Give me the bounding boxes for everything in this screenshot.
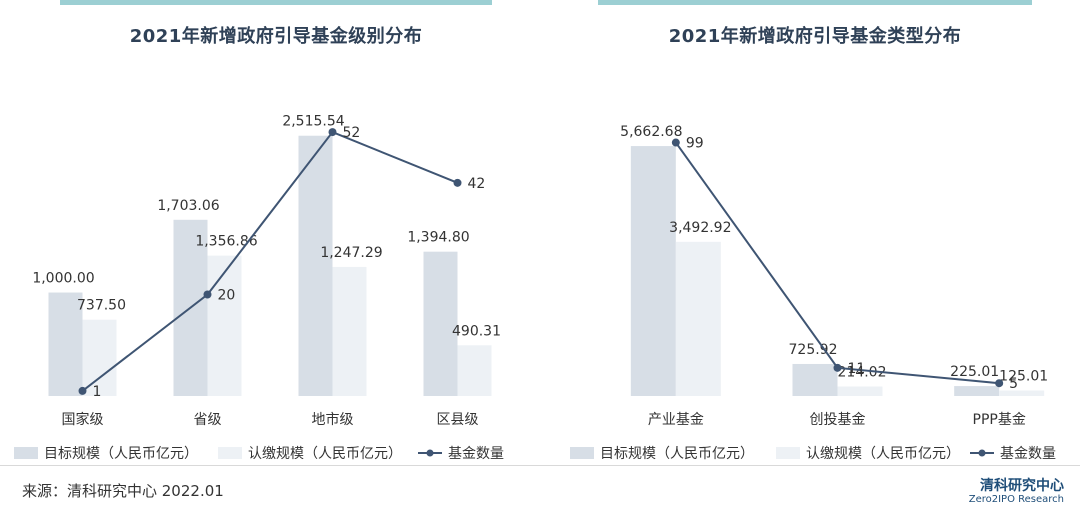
category-label: 省级 <box>194 412 222 428</box>
paid-bar-1-1 <box>82 319 117 396</box>
paid-value-label: 125.01 <box>999 368 1048 384</box>
right-chart-title: 2021年新增政府引导基金类型分布 <box>668 26 962 47</box>
count-point-1-1 <box>78 386 87 395</box>
target-value-label: 1,394.80 <box>407 230 469 246</box>
footer-divider <box>0 465 1080 466</box>
legend-target-label: 目标规模（人民币亿元） <box>44 446 198 462</box>
right-top-accent-bar <box>598 0 1032 5</box>
count-line-2 <box>675 141 1000 385</box>
category-label: 地市级 <box>312 411 354 428</box>
legend-count-marker <box>426 449 434 457</box>
legend-target-swatch <box>14 447 38 459</box>
source-note: 来源：清科研究中心 2022.01 <box>22 482 224 500</box>
legend-paid-swatch <box>776 447 800 459</box>
count-point-2-3 <box>995 379 1004 388</box>
paid-value-label: 3,492.92 <box>669 220 731 236</box>
category-label: 创投基金 <box>810 411 866 428</box>
target-bar-2-2 <box>792 363 838 396</box>
legend-count-label: 基金数量 <box>448 445 504 462</box>
legend-target-label: 目标规模（人民币亿元） <box>600 446 754 462</box>
paid-bar-2-2 <box>837 386 883 396</box>
count-point-1-4 <box>453 178 462 187</box>
count-point-2-1 <box>671 138 680 147</box>
target-bar-1-4 <box>423 251 458 396</box>
paid-bar-1-4 <box>457 345 492 396</box>
brand-logo: 清科研究中心 Zero2IPO Research <box>969 478 1064 506</box>
legend-paid-swatch <box>218 447 242 459</box>
paid-bar-2-1 <box>675 241 721 396</box>
count-value-label: 42 <box>468 176 486 192</box>
legend-count-marker <box>978 449 986 457</box>
paid-bar-1-3 <box>332 266 367 396</box>
target-value-label: 5,662.68 <box>620 124 682 140</box>
count-value-label: 99 <box>686 136 704 152</box>
count-value-label: 11 <box>848 361 866 377</box>
left-top-accent-bar <box>60 0 492 5</box>
paid-value-label: 1,356.86 <box>195 234 257 250</box>
target-bar-1-3 <box>298 135 333 397</box>
count-value-label: 52 <box>343 125 361 141</box>
logo-cn: 清科研究中心 <box>980 478 1064 494</box>
target-value-label: 225.01 <box>950 364 999 380</box>
paid-bar-1-2 <box>207 255 242 396</box>
target-value-label: 2,515.54 <box>282 114 344 130</box>
left-chart-title: 2021年新增政府引导基金级别分布 <box>129 26 423 47</box>
paid-value-label: 490.31 <box>452 323 501 339</box>
category-label: 区县级 <box>437 412 479 428</box>
target-value-label: 1,703.06 <box>157 198 219 214</box>
legend-paid-label: 认缴规模（人民币亿元） <box>806 446 960 462</box>
count-point-2-2 <box>833 363 842 372</box>
charts-canvas: 1,000.00 737.50 国家级 1,703.06 1,356.86 省级 2,515… <box>14 114 1056 462</box>
count-value-label: 20 <box>218 287 236 303</box>
logo-en: Zero2IPO Research <box>968 494 1064 505</box>
legend-target-swatch <box>570 447 594 459</box>
count-line-1 <box>81 130 458 392</box>
paid-value-label: 737.50 <box>77 298 126 314</box>
paid-bar-2-3 <box>999 390 1045 396</box>
paid-value-label: 1,247.29 <box>320 245 382 261</box>
legend-count-label: 基金数量 <box>1000 445 1056 462</box>
count-value-label: 5 <box>1009 376 1018 392</box>
target-value-label: 1,000.00 <box>32 271 94 287</box>
target-bar-1-1 <box>48 292 83 396</box>
category-label: PPP基金 <box>973 411 1026 428</box>
count-point-1-3 <box>328 128 337 137</box>
target-bar-2-1 <box>630 146 676 396</box>
legend-paid-label: 认缴规模（人民币亿元） <box>248 446 402 462</box>
category-label: 产业基金 <box>648 411 704 428</box>
target-value-label: 725.92 <box>789 342 838 358</box>
category-label: 国家级 <box>62 411 104 428</box>
count-value-label: 1 <box>93 384 102 400</box>
target-bar-2-3 <box>954 386 1000 396</box>
count-point-1-2 <box>203 290 212 299</box>
